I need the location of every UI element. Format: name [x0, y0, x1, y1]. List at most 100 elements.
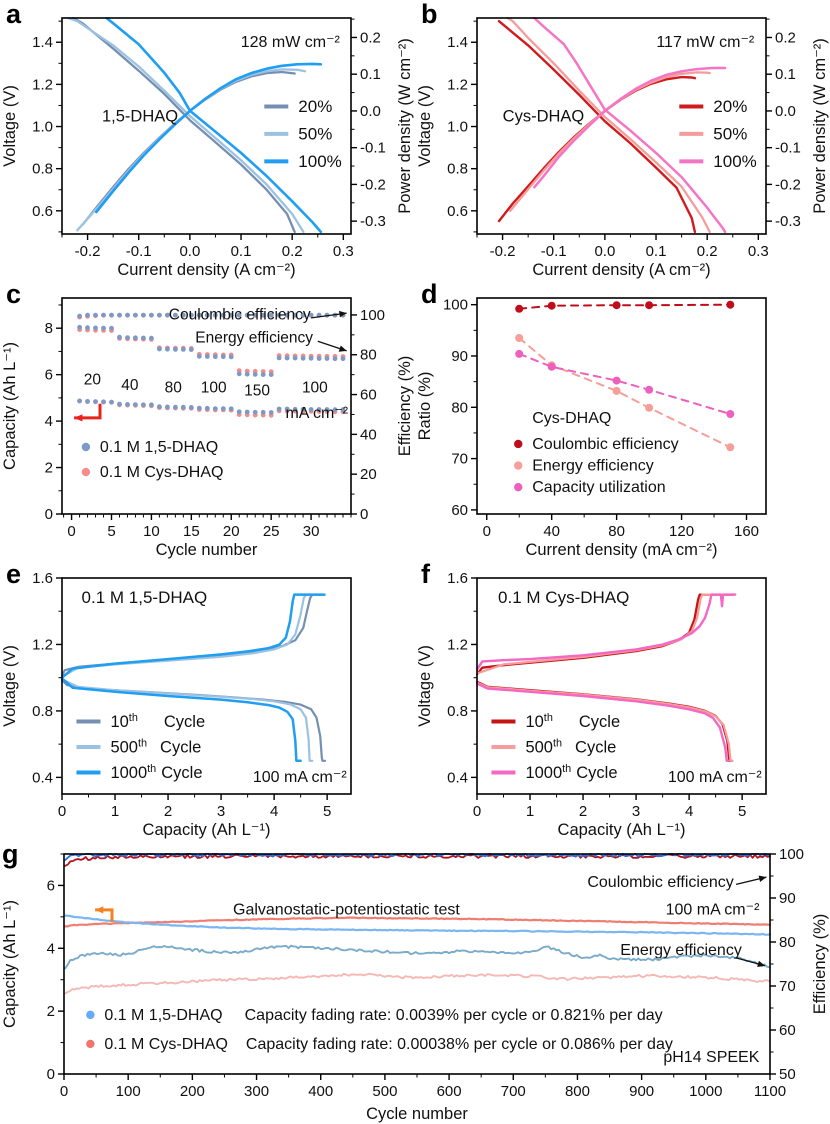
tick-label: 80: [608, 523, 625, 540]
tick-label: 1: [526, 803, 534, 820]
series-coulombic-efficiency-dhaq: [101, 312, 106, 318]
series-capacity-dhaq: [64, 914, 771, 936]
annotations: 0.1 M 1,5-DHAQ 100 mA cm⁻²: [82, 588, 348, 786]
series-capacity-dhaq: [300, 406, 306, 412]
series-coulombic-efficiency-dhaq: [220, 312, 226, 318]
series-group: [66, 17, 323, 234]
series-capacity-dhaq: [316, 407, 322, 412]
tick-label: -0.1: [541, 243, 567, 260]
series-capacity-dhaq: [212, 406, 218, 411]
series-energy-efficiency-dhaq: [188, 347, 194, 352]
y-left-axis-label: Capacity (Ah L⁻¹): [1, 342, 19, 470]
rate-step-marker: [74, 403, 102, 420]
tick-label: 1.6: [447, 570, 468, 587]
panel-d-chart: 0 40 80 120 160 60 70 80 90 100 Cys-DHAQ Coulombic …: [416, 297, 767, 559]
panel-g: g 0 100 200 300 400 500 600 700 800 900 1000 1100 0 2…: [0, 839, 830, 1124]
tick-label: 6: [47, 877, 55, 894]
series-coulombic-efficiency-dhaq: [180, 312, 186, 318]
y-left-axis: 0.6 0.8 1.0 1.2 1.4: [32, 20, 62, 233]
series-energy-efficiency-dhaq: [284, 355, 290, 361]
series-energy-efficiency-dhaq: [196, 353, 202, 359]
series-coulombic-efficiency-dhaq: [268, 312, 274, 318]
rate-80: 80: [165, 379, 183, 396]
tick-label: -0.2: [75, 243, 101, 260]
tick-label: 8: [45, 320, 53, 337]
tick-label: 100: [443, 297, 468, 314]
series-coulombic-efficiency-dhaq: [252, 312, 258, 318]
series-energy-efficiency-dhaq: [85, 325, 90, 331]
arrowhead: [758, 875, 767, 882]
legend-label: 20%: [298, 97, 332, 116]
panel-g-label: g: [2, 839, 19, 869]
tick-label: 70: [779, 978, 796, 995]
series-coulombic-efficiency-dhaq: [308, 312, 314, 318]
series-coulombic-efficiency-dhaq: [276, 312, 282, 318]
tick-label: 1.2: [447, 636, 468, 653]
tick-label: 0.1: [360, 66, 381, 83]
x-axis-label: Current density (A cm⁻²): [117, 261, 295, 279]
x-axis: 0 1 2 3 4 5: [58, 794, 331, 820]
series-coulombic-efficiency-dhaq: [196, 312, 202, 318]
tick-label: 2: [164, 803, 172, 820]
legend-label: 0.1 M 1,5-DHAQ Capacity fading rate: 0.00…: [104, 1007, 662, 1024]
panel-f: f 0 1 2 3 4 5 0.4 0.8 1.2 1.6 10th Cycle 500th Cycle 1…: [415, 559, 830, 840]
series-capacity-dhaq: [324, 407, 330, 412]
series-capacity-dhaq: [85, 399, 90, 404]
panel-f-chart: 0 1 2 3 4 5 0.4 0.8 1.2 1.6 10th Cycle 500th Cycle 100…: [416, 570, 767, 839]
tick-label: 60: [451, 502, 468, 519]
tick-label: 1.2: [32, 636, 53, 653]
panel-a: a -0.2 -0.1 0.0 0.1 0.2 0.3 0.6 0.8 1.0 1.2 1.4 -0.…: [0, 0, 415, 280]
tick-label: 0.2: [360, 29, 381, 46]
series-charge-cycle1000: [61, 593, 326, 679]
tick-label: 0.0: [775, 103, 796, 120]
tick-label: 1.4: [447, 34, 468, 51]
legend: Cys-DHAQ Coulombic efficiency Energy effic…: [514, 410, 679, 496]
series-coulombic-efficiency-dhaq: [141, 312, 146, 318]
panel-e: e 0 1 2 3 4 5 0.4 0.8 1.2 1.6 10th Cycle 500th Cycle 1…: [0, 559, 415, 840]
panel-f-label: f: [421, 559, 430, 589]
legend-marker: [81, 467, 91, 477]
series-energy-efficiency-dhaq: [133, 335, 138, 341]
rate-units: mA cm⁻²: [285, 405, 348, 422]
tick-label: 0.2: [697, 243, 718, 260]
rate-100b: 100: [302, 379, 328, 396]
series-capacity-utilization-marker: [547, 362, 556, 371]
y-left-axis-label: Voltage (V): [416, 645, 434, 727]
annotations: 117 mW cm⁻² Cys-DHAQ: [503, 34, 755, 126]
series-coulombic-efficiency-dhaq: [157, 312, 162, 318]
tick-label: 2: [45, 460, 53, 477]
current-density-label: 100 mA cm⁻²: [666, 902, 760, 919]
series-capacity-dhaq: [276, 406, 282, 412]
tick-label: 0.4: [447, 769, 468, 786]
series-capacity-dhaq: [340, 407, 346, 413]
series-capacity-dhaq: [196, 405, 202, 411]
series-coulombic-efficiency-dhaq: [292, 312, 298, 318]
tick-label: 2: [579, 803, 587, 820]
tick-label: 6: [45, 367, 53, 384]
tick-label: -0.3: [775, 213, 801, 230]
series-energy-efficiency: [518, 337, 732, 449]
rate-150: 150: [244, 383, 270, 400]
legend-label: 0.1 M Cys-DHAQ Capacity fading rate: 0.00…: [104, 1036, 673, 1053]
tick-label: 0.6: [32, 203, 53, 220]
tick-label: 200: [180, 1083, 205, 1100]
tick-label: -0.1: [126, 243, 152, 260]
tick-label: 0.1: [231, 243, 252, 260]
series-coulombic-efficiency-dhaq: [236, 312, 242, 318]
tick-label: 100: [360, 307, 385, 324]
legend-label: Energy efficiency: [532, 458, 654, 475]
y-left-axis-label: Capacity (Ah L⁻¹): [1, 900, 19, 1028]
peak-power-label: 117 mW cm⁻²: [656, 34, 755, 51]
tick-label: 1.0: [32, 119, 53, 136]
y-right-axis: 50 60 70 80 90 100: [770, 846, 804, 1083]
series-discharge-cycle1000: [476, 682, 730, 762]
x-axis-label: Cycle number: [156, 541, 258, 559]
tick-label: 0: [67, 523, 75, 540]
tick-label: 4: [685, 803, 693, 820]
tick-label: -0.2: [775, 176, 801, 193]
tick-label: 0.2: [775, 29, 796, 46]
series-capacity-dhaq: [165, 404, 170, 410]
annotations: 128 mW cm⁻² 1,5-DHAQ: [102, 34, 341, 126]
tick-label: 160: [734, 523, 759, 540]
